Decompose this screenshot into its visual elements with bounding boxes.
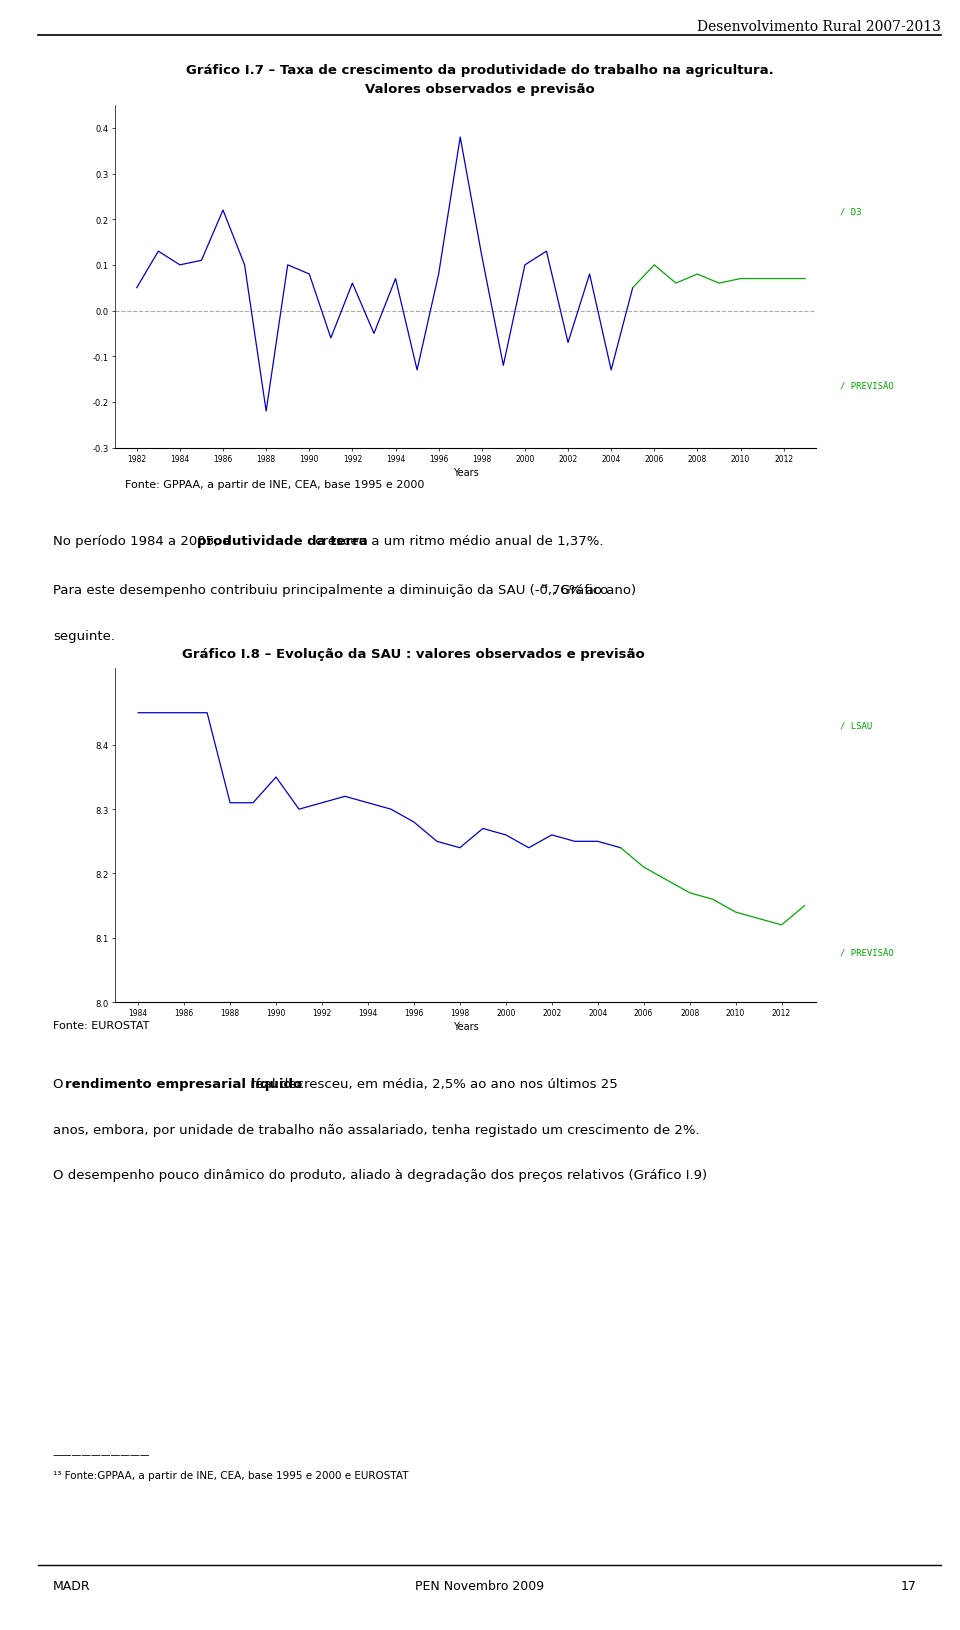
Text: seguinte.: seguinte. <box>53 629 115 642</box>
Text: ¹³: ¹³ <box>540 584 548 593</box>
Text: / PREVISÃO: / PREVISÃO <box>840 381 894 391</box>
Text: / D3: / D3 <box>840 207 861 217</box>
Text: Fonte: EUROSTAT: Fonte: EUROSTAT <box>53 1020 149 1030</box>
Text: MADR: MADR <box>53 1579 90 1593</box>
Text: anos, embora, por unidade de trabalho não assalariado, tenha registado um cresci: anos, embora, por unidade de trabalho nã… <box>53 1123 700 1136</box>
Text: Gráfico I.8 – Evolução da SAU : valores observados e previsão: Gráfico I.8 – Evolução da SAU : valores … <box>182 647 645 660</box>
Text: produtividade da terra: produtividade da terra <box>198 535 368 548</box>
Text: / LSAU: / LSAU <box>840 720 873 730</box>
Text: real decresceu, em média, 2,5% ao ano nos últimos 25: real decresceu, em média, 2,5% ao ano no… <box>246 1077 617 1090</box>
Text: Para este desempenho contribuiu principalmente a diminuição da SAU (-0,76% ao an: Para este desempenho contribuiu principa… <box>53 584 636 597</box>
Text: PEN Novembro 2009: PEN Novembro 2009 <box>416 1579 544 1593</box>
Text: Desenvolvimento Rural 2007-2013: Desenvolvimento Rural 2007-2013 <box>697 20 941 34</box>
Text: ¹³ Fonte:GPPAA, a partir de INE, CEA, base 1995 e 2000 e EUROSTAT: ¹³ Fonte:GPPAA, a partir de INE, CEA, ba… <box>53 1470 408 1480</box>
Text: rendimento empresarial líquido: rendimento empresarial líquido <box>65 1077 302 1090</box>
Text: Fonte: GPPAA, a partir de INE, CEA, base 1995 e 2000: Fonte: GPPAA, a partir de INE, CEA, base… <box>125 479 424 489</box>
Text: cresceu a um ritmo médio anual de 1,37%.: cresceu a um ritmo médio anual de 1,37%. <box>311 535 604 548</box>
Text: 17: 17 <box>900 1579 917 1593</box>
Text: / PREVISÃO: / PREVISÃO <box>840 949 894 958</box>
X-axis label: Years: Years <box>453 1022 478 1032</box>
Text: Gráfico I.7 – Taxa de crescimento da produtividade do trabalho na agricultura.: Gráfico I.7 – Taxa de crescimento da pro… <box>186 64 774 77</box>
Text: , Gráfico: , Gráfico <box>552 584 609 597</box>
Text: O desempenho pouco dinâmico do produto, aliado à degradação dos preços relativos: O desempenho pouco dinâmico do produto, … <box>53 1169 707 1182</box>
X-axis label: Years: Years <box>453 468 478 478</box>
Text: Valores observados e previsão: Valores observados e previsão <box>365 83 595 96</box>
Text: O: O <box>53 1077 67 1090</box>
Text: No período 1984 a 2005, a: No período 1984 a 2005, a <box>53 535 234 548</box>
Text: ——————————: —————————— <box>53 1449 151 1459</box>
